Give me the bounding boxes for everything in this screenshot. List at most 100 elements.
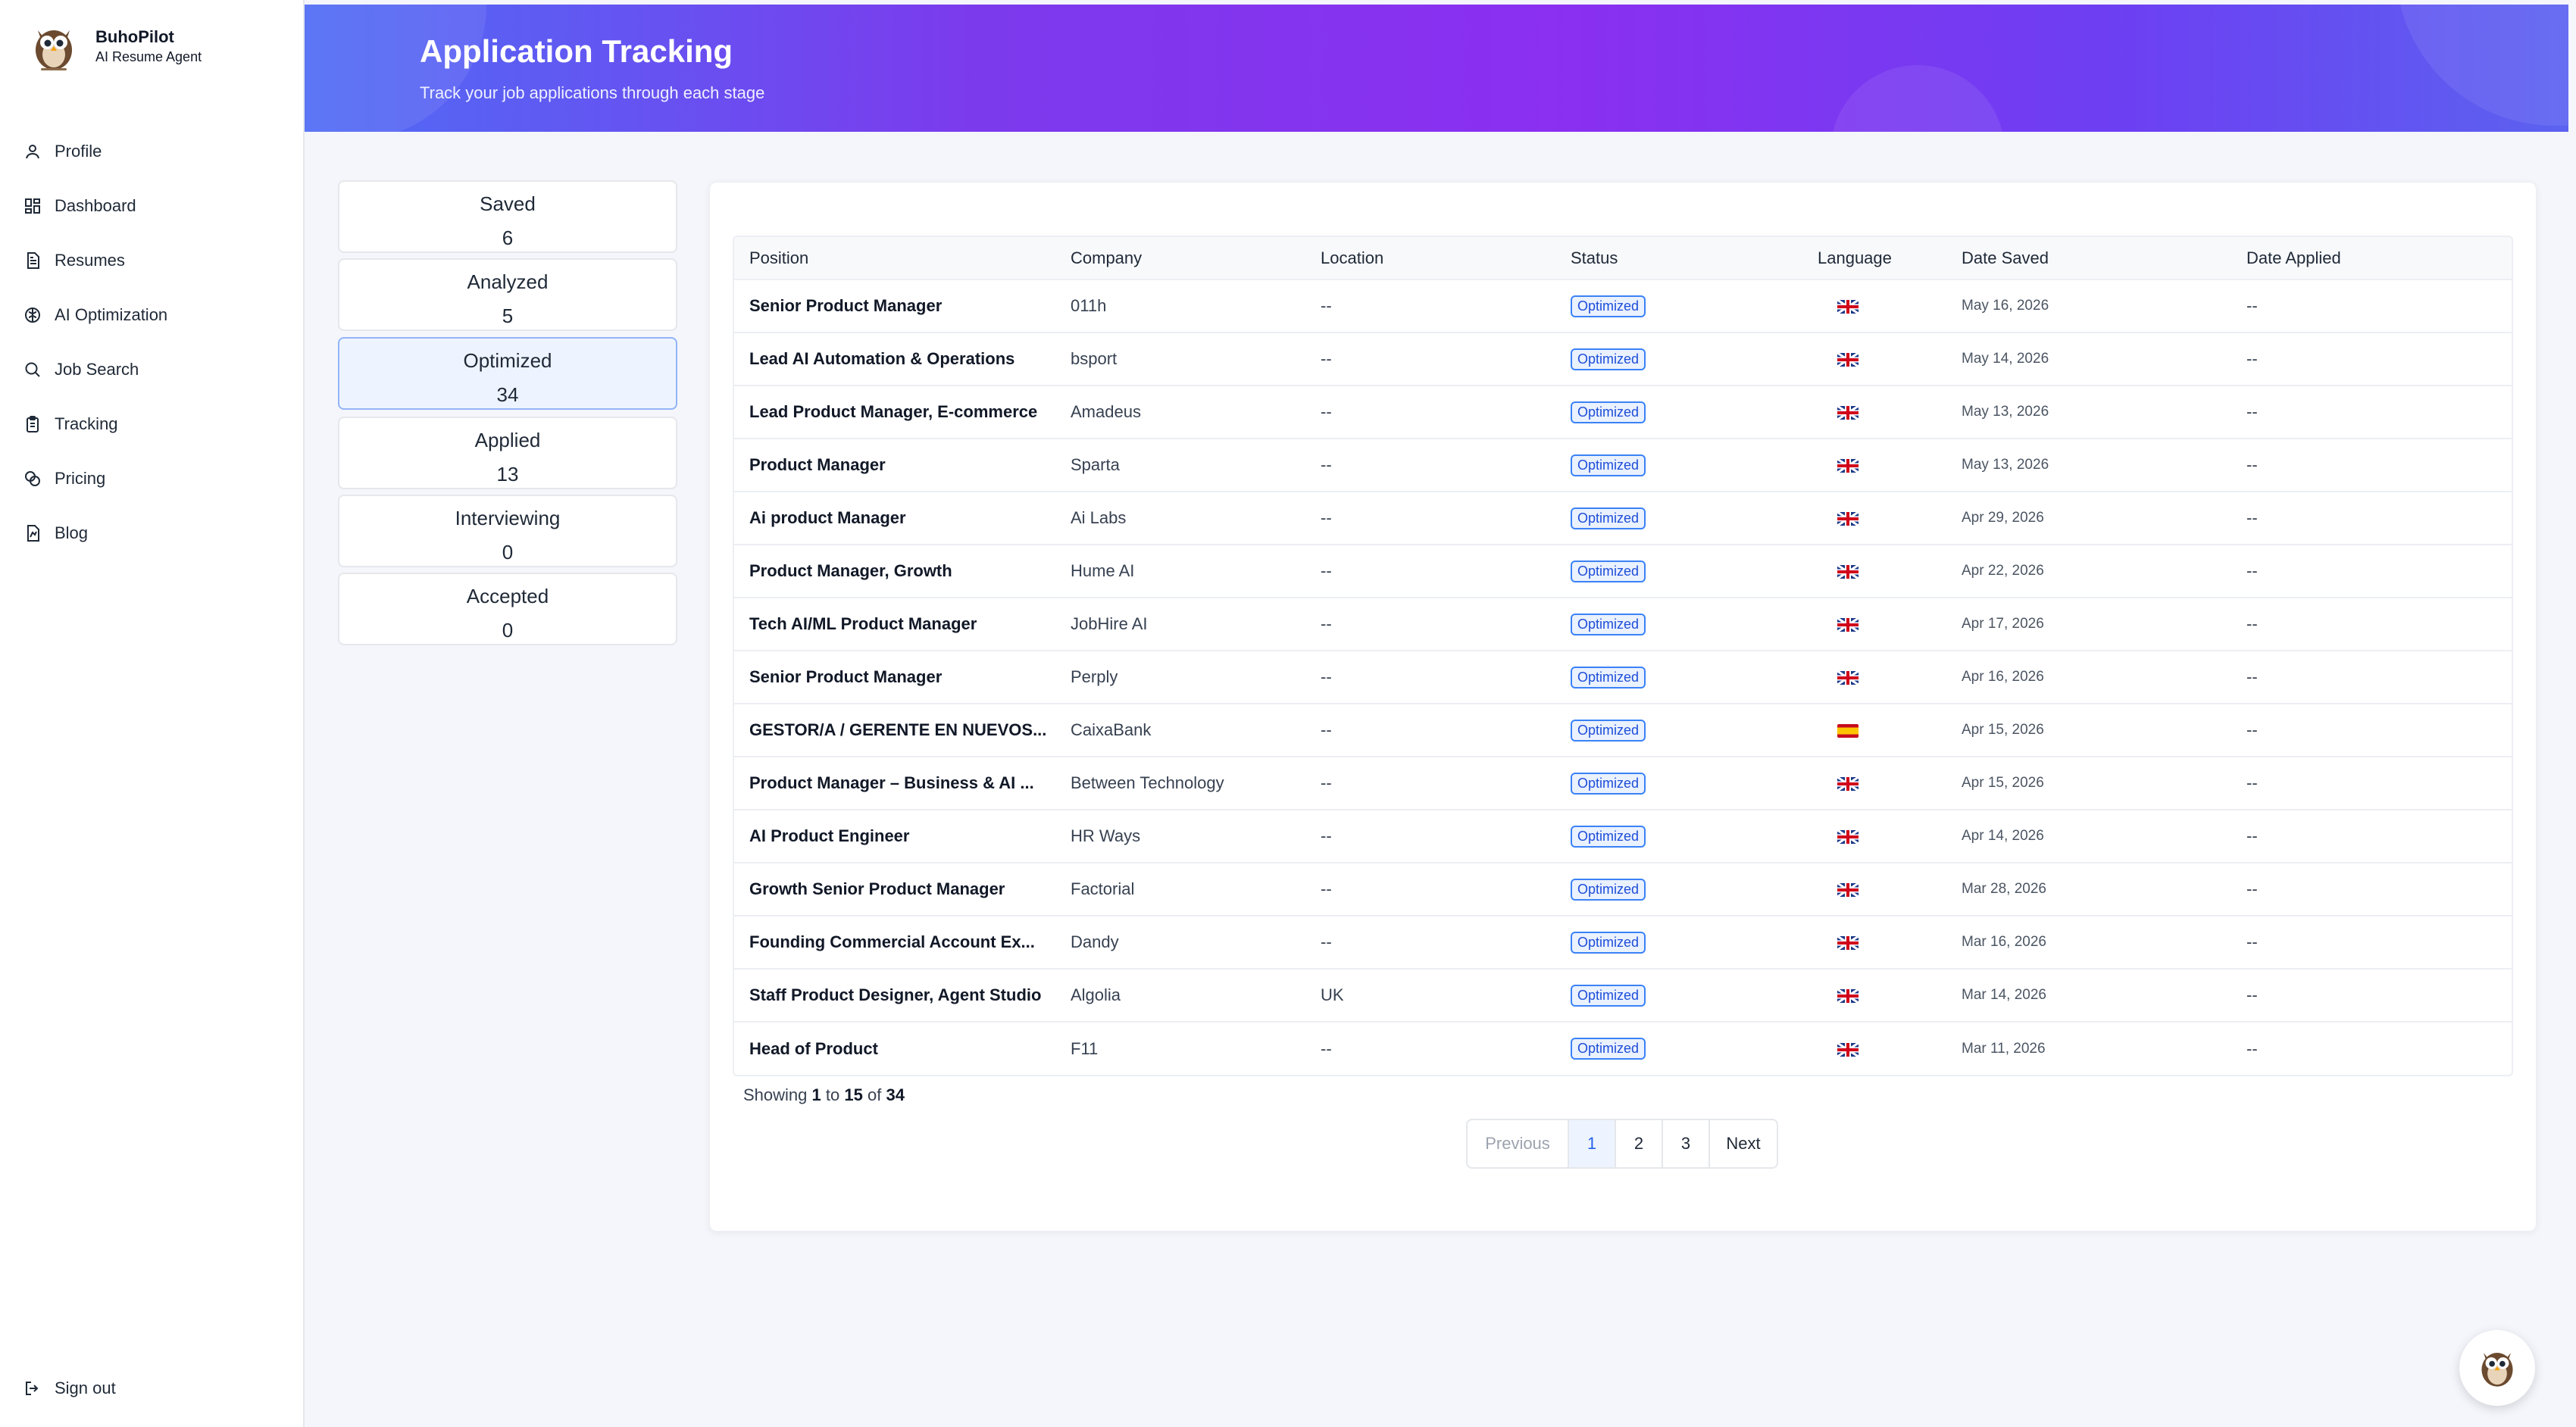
cell-date-applied: -- [2246,508,2258,527]
stage-card-accepted[interactable]: Accepted 0 [338,573,677,645]
table-row[interactable]: Product Manager – Business & AI ... Betwe… [734,757,2512,810]
cell-company: CaixaBank [1071,720,1152,739]
brand[interactable]: BuhoPilot AI Resume Agent [27,20,202,73]
sidebar-item-dashboard[interactable]: Dashboard [23,179,167,233]
table-row[interactable]: Ai product Manager Ai Labs -- Optimized Apr … [734,492,2512,545]
cell-language [1802,757,1946,810]
status-badge: Optimized [1571,348,1646,370]
cell-date-applied: -- [2246,561,2258,580]
table-row[interactable]: Senior Product Manager Perply -- Optimized A… [734,651,2512,704]
table-row[interactable]: Product Manager, Growth Hume AI -- Optimize… [734,545,2512,598]
table-row[interactable]: Lead AI Automation & Operations bsport -- O… [734,333,2512,386]
table-header-row: Position Company Location Status Languag… [734,237,2512,279]
sidebar-item-tracking[interactable]: Tracking [23,397,167,451]
uk-flag-icon [1837,459,1859,473]
page-2-button[interactable]: 2 [1615,1120,1662,1167]
stage-card-optimized[interactable]: Optimized 34 [338,337,677,410]
table-row[interactable]: AI Product Engineer HR Ways -- Optimized Apr… [734,810,2512,863]
sidebar-item-label: Resumes [55,251,125,270]
stage-name: Optimized [463,349,552,372]
cell-date-saved: Apr 14, 2026 [1962,828,2044,844]
sidebar-item-job-search[interactable]: Job Search [23,342,167,397]
stage-name: Saved [480,192,536,215]
stage-card-interviewing[interactable]: Interviewing 0 [338,495,677,567]
coins-icon [23,469,42,489]
header-decoration [2396,5,2568,126]
next-page-button[interactable]: Next [1708,1120,1777,1167]
stage-card-saved[interactable]: Saved 6 [338,180,677,253]
cell-language [1802,810,1946,863]
table-row[interactable]: Senior Product Manager 011h -- Optimized May… [734,279,2512,333]
table-row[interactable]: Lead Product Manager, E-commerce Amadeus -… [734,386,2512,439]
status-badge: Optimized [1571,666,1646,689]
cell-position: Head of Product [749,1038,878,1058]
header-decoration [1830,65,2005,132]
column-header-date-applied[interactable]: Date Applied [2246,248,2341,267]
column-header-location[interactable]: Location [1321,248,1384,267]
sidebar-item-profile[interactable]: Profile [23,124,167,179]
sidebar-item-label: AI Optimization [55,305,168,324]
stage-card-applied[interactable]: Applied 13 [338,417,677,489]
page-1-button[interactable]: 1 [1568,1120,1615,1167]
stage-name: Applied [474,429,541,451]
sidebar-item-ai-optimization[interactable]: AI Optimization [23,288,167,342]
stage-count: 13 [496,463,519,486]
cell-location: -- [1321,296,1332,315]
sidebar-item-blog[interactable]: Blog [23,506,167,560]
column-header-company[interactable]: Company [1071,248,1143,267]
cell-language [1802,1022,1946,1075]
column-header-language[interactable]: Language [1818,248,1892,267]
sidebar-item-resumes[interactable]: Resumes [23,233,167,288]
cell-status: Optimized [1555,545,1802,598]
cell-date-applied: -- [2246,826,2258,845]
column-header-status[interactable]: Status [1571,248,1618,267]
table-row[interactable]: Staff Product Designer, Agent Studio Algo… [734,969,2512,1022]
status-badge: Optimized [1571,454,1646,476]
cell-position: Lead AI Automation & Operations [749,349,1015,368]
cell-company: Amadeus [1071,402,1141,421]
stage-card-analyzed[interactable]: Analyzed 5 [338,258,677,331]
sign-out-button[interactable]: Sign out [23,1379,116,1398]
column-header-position[interactable]: Position [749,248,809,267]
pagination: Previous 1 2 3 Next [1466,1119,1778,1169]
cell-company: Hume AI [1071,561,1135,580]
uk-flag-icon [1837,671,1859,685]
showing-to-word: to [825,1085,840,1104]
search-icon [23,360,42,379]
page-3-button[interactable]: 3 [1662,1120,1708,1167]
sidebar-item-pricing[interactable]: Pricing [23,451,167,506]
blog-icon [23,523,42,543]
table-row[interactable]: Tech AI/ML Product Manager JobHire AI -- Op… [734,598,2512,651]
cell-company: bsport [1071,349,1118,368]
table-row[interactable]: Product Manager Sparta -- Optimized May 13, … [734,439,2512,492]
column-header-date-saved[interactable]: Date Saved [1962,248,2049,267]
status-badge: Optimized [1571,507,1646,529]
uk-flag-icon [1837,830,1859,845]
cell-status: Optimized [1555,598,1802,651]
cell-date-applied: -- [2246,402,2258,421]
cell-position: Lead Product Manager, E-commerce [749,402,1038,421]
applications-table: Position Company Location Status Languag… [733,236,2513,1076]
cell-company: Factorial [1071,879,1135,898]
previous-page-button[interactable]: Previous [1485,1134,1550,1153]
uk-flag-icon [1837,300,1859,314]
table-row[interactable]: GESTOR/A / GERENTE EN NUEVOS... CaixaBank… [734,704,2512,757]
table-row[interactable]: Head of Product F11 -- Optimized Mar 11, 202… [734,1022,2512,1075]
sidebar-item-label: Dashboard [55,196,136,215]
cell-date-saved: Apr 17, 2026 [1962,616,2044,632]
table-row[interactable]: Growth Senior Product Manager Factorial --… [734,863,2512,916]
cell-status: Optimized [1555,439,1802,492]
cell-language [1802,704,1946,757]
assistant-chat-button[interactable] [2459,1330,2535,1406]
cell-language [1802,916,1946,969]
cell-status: Optimized [1555,810,1802,863]
table-row[interactable]: Founding Commercial Account Ex... Dandy --… [734,916,2512,969]
sidebar-item-label: Tracking [55,414,118,433]
cell-status: Optimized [1555,279,1802,333]
sidebar: BuhoPilot AI Resume Agent Profile Dashbo… [0,0,305,1427]
uk-flag-icon [1837,565,1859,579]
cell-date-applied: -- [2246,296,2258,315]
cell-company: Perply [1071,667,1118,686]
cell-status: Optimized [1555,863,1802,916]
uk-flag-icon [1837,883,1859,898]
